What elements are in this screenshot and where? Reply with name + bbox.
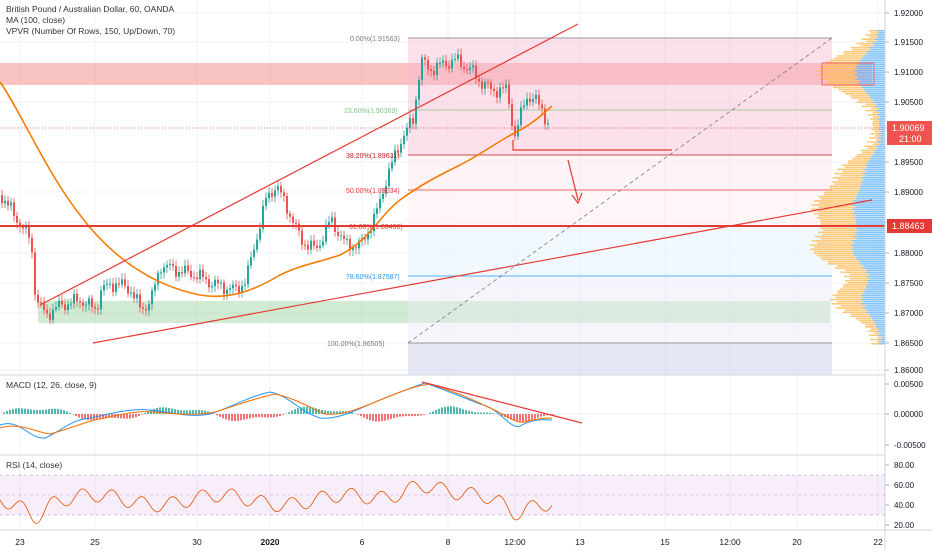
- vpvr-legend[interactable]: VPVR (Number Of Rows, 150, Up/Down, 70): [6, 26, 175, 36]
- price-tick-label: 1.91000: [894, 68, 923, 77]
- time-tick-label: 12:00: [719, 537, 741, 547]
- ma-legend[interactable]: MA (100, close): [6, 15, 65, 25]
- price-tick-label: 1.92000: [894, 9, 923, 18]
- rsi-pane[interactable]: [0, 475, 885, 524]
- fib-level-label: 38.20%(1.89631): [346, 153, 400, 160]
- current-price-label: 1.90069 21:00: [887, 121, 932, 145]
- time-axis[interactable]: 23 25 30 2020 6 8 12:00 13 15 12:00 20 22: [15, 537, 883, 547]
- macd-tick-label: 0.00500: [894, 380, 923, 389]
- macd-tick-label: -0.00500: [894, 441, 926, 450]
- price-tick-label: 1.86500: [894, 339, 923, 348]
- price-tick-label: 1.90500: [894, 98, 923, 107]
- macd-tick-label: 0.00000: [894, 410, 923, 419]
- rsi-legend[interactable]: RSI (14, close): [6, 460, 62, 470]
- svg-text:1.90069: 1.90069: [892, 123, 925, 133]
- macd-legend[interactable]: MACD (12, 26, close, 9): [6, 380, 97, 390]
- macd-line: [0, 383, 552, 438]
- fib-level-label: 100.00%(1.86505): [327, 341, 385, 348]
- time-tick-label: 13: [575, 537, 585, 547]
- fibonacci-retracement[interactable]: [408, 38, 832, 375]
- key-level-label: 1.88463: [887, 219, 932, 233]
- fib-level-label: 78.60%(1.87587): [346, 274, 400, 281]
- rsi-tick-label: 20.00: [894, 521, 915, 530]
- time-tick-label: 12:00: [504, 537, 526, 547]
- rsi-tick-label: 60.00: [894, 481, 915, 490]
- price-tick-label: 1.88000: [894, 249, 923, 258]
- macd-signal-line: [0, 384, 552, 434]
- rsi-axis: 80.00 60.00 40.00 20.00: [885, 461, 915, 530]
- price-tick-label: 1.86000: [894, 366, 923, 375]
- symbol-legend[interactable]: British Pound / Australian Dollar, 60, O…: [6, 4, 174, 14]
- fib-level-label: 61.80%(1.88436): [349, 224, 403, 231]
- time-tick-label: 23: [15, 537, 25, 547]
- time-tick-label: 30: [192, 537, 202, 547]
- fib-level-label: 0.00%(1.91563): [350, 36, 400, 43]
- time-tick-label: 22: [873, 537, 883, 547]
- time-tick-label: 15: [660, 537, 670, 547]
- rsi-tick-label: 80.00: [894, 461, 915, 470]
- price-tick-label: 1.87000: [894, 309, 923, 318]
- macd-axis: 0.00500 0.00000 -0.00500: [885, 380, 926, 450]
- price-tick-label: 1.89500: [894, 158, 923, 167]
- time-tick-label: 25: [90, 537, 100, 547]
- rsi-tick-label: 40.00: [894, 501, 915, 510]
- fib-level-label: 50.00%(1.89034): [346, 188, 400, 195]
- price-tick-label: 1.87500: [894, 279, 923, 288]
- macd-pane[interactable]: [0, 382, 885, 438]
- price-axis[interactable]: 1.920001.915001.910001.905001.900001.895…: [885, 9, 923, 375]
- price-tick-label: 1.89000: [894, 188, 923, 197]
- fib-level-label: 23.60%(1.90369): [344, 108, 398, 115]
- time-tick-label: 20: [792, 537, 802, 547]
- time-tick-label: 6: [360, 537, 365, 547]
- time-tick-label: 8: [446, 537, 451, 547]
- svg-text:1.88463: 1.88463: [892, 221, 925, 231]
- svg-text:21:00: 21:00: [899, 134, 922, 144]
- price-tick-label: 1.91500: [894, 38, 923, 47]
- time-tick-label: 2020: [261, 537, 280, 547]
